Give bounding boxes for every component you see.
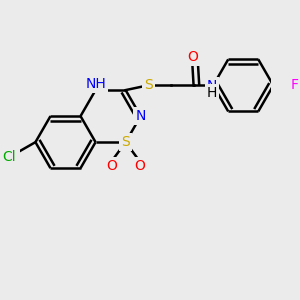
- Text: N: N: [207, 79, 217, 93]
- Text: N: N: [136, 109, 146, 123]
- Text: S: S: [144, 78, 152, 92]
- Text: O: O: [187, 50, 198, 64]
- Text: NH: NH: [85, 76, 106, 91]
- Text: O: O: [135, 159, 146, 173]
- Text: S: S: [121, 135, 130, 149]
- Text: Cl: Cl: [2, 149, 16, 164]
- Text: F: F: [291, 78, 299, 92]
- Text: O: O: [106, 159, 117, 173]
- Text: H: H: [207, 86, 217, 100]
